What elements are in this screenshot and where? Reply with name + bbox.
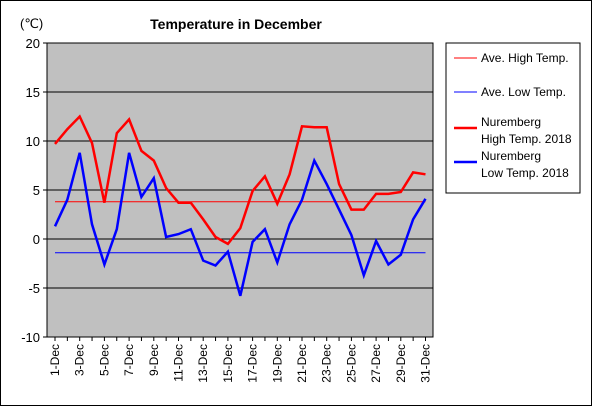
y-axis-ticks: 20 15 10 5 0 -5 -10 <box>21 36 47 345</box>
x-tick-label: 21-Dec <box>295 344 309 383</box>
x-tick-label: 1-Dec <box>48 344 62 376</box>
y-tick-label: -10 <box>21 330 40 345</box>
x-tick-label: 11-Dec <box>172 344 186 382</box>
legend-label: Nuremberg <box>481 149 541 163</box>
unit-label: (℃) <box>20 16 43 31</box>
series-line-3 <box>53 152 427 297</box>
x-tick-label: 31-Dec <box>419 344 433 383</box>
x-tick-label: 19-Dec <box>270 344 284 383</box>
x-tick-label: 15-Dec <box>221 344 235 383</box>
x-axis-ticks: 1-Dec 3-Dec 5-Dec 7-Dec 9-Dec 11-Dec 13-Dec 15-… <box>48 337 433 383</box>
x-tick-label: 13-Dec <box>196 344 210 383</box>
legend-label: Nuremberg <box>481 115 541 129</box>
y-tick-label: 10 <box>26 134 40 149</box>
legend-label: Ave. Low Temp. <box>481 85 566 99</box>
x-tick-label: 9-Dec <box>147 344 161 376</box>
legend-label: High Temp. 2018 <box>481 132 572 146</box>
y-tick-label: 20 <box>26 36 40 51</box>
x-tick-label: 23-Dec <box>320 344 334 383</box>
x-tick-label: 5-Dec <box>97 344 111 376</box>
x-tick-label: 25-Dec <box>344 344 358 383</box>
x-tick-label: 17-Dec <box>246 344 260 383</box>
y-tick-label: -5 <box>28 281 40 296</box>
legend: Ave. High Temp. Ave. Low Temp. Nuremberg Hi… <box>454 51 572 180</box>
x-tick-label: 27-Dec <box>369 344 383 383</box>
gridlines <box>47 91 433 289</box>
legend-label: Low Temp. 2018 <box>481 166 569 180</box>
y-tick-label: 15 <box>26 85 40 100</box>
y-tick-label: 0 <box>33 232 40 247</box>
x-tick-label: 29-Dec <box>394 344 408 383</box>
legend-label: Ave. High Temp. <box>481 51 569 65</box>
x-tick-label: 3-Dec <box>73 344 87 376</box>
series-layer <box>53 114 427 297</box>
y-tick-label: 5 <box>33 183 40 198</box>
series-line-2 <box>54 114 426 246</box>
x-tick-label: 7-Dec <box>122 344 136 376</box>
legend-box <box>445 42 581 194</box>
chart-title: Temperature in December <box>150 16 322 32</box>
